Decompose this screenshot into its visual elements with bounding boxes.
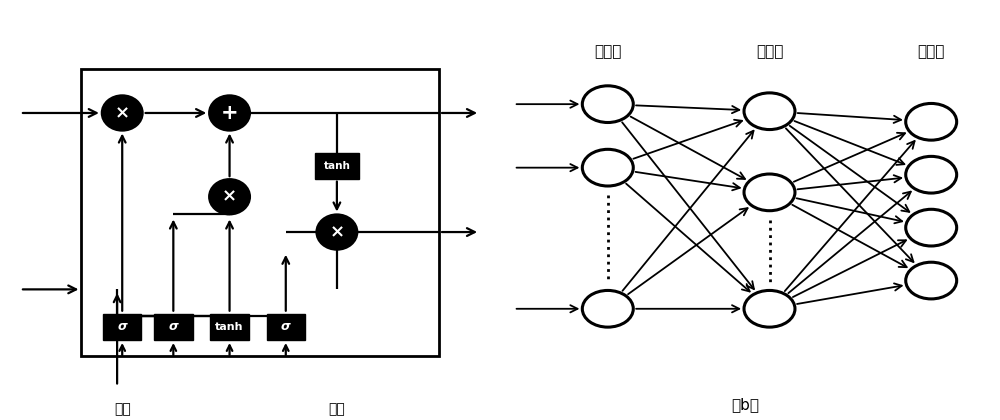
Circle shape xyxy=(582,150,633,186)
Circle shape xyxy=(744,174,795,211)
Bar xyxy=(81,69,439,355)
Circle shape xyxy=(582,86,633,123)
Circle shape xyxy=(906,103,957,140)
Text: 隐藏层: 隐藏层 xyxy=(756,44,783,59)
Text: σ: σ xyxy=(281,320,291,333)
Bar xyxy=(210,314,249,340)
Bar xyxy=(154,314,193,340)
Bar xyxy=(103,314,141,340)
Circle shape xyxy=(744,93,795,129)
Text: ×: × xyxy=(222,188,237,206)
Circle shape xyxy=(209,95,250,131)
Text: ×: × xyxy=(115,104,130,122)
Circle shape xyxy=(906,209,957,246)
Text: 输出层: 输出层 xyxy=(918,44,945,59)
Text: （b）: （b） xyxy=(731,397,759,412)
Text: tanh: tanh xyxy=(215,322,244,332)
Bar xyxy=(267,314,305,340)
Circle shape xyxy=(209,179,250,214)
Text: 输入层: 输入层 xyxy=(594,44,621,59)
Text: 输出: 输出 xyxy=(329,402,345,416)
Text: tanh: tanh xyxy=(323,161,350,171)
Text: +: + xyxy=(221,103,238,123)
Text: σ: σ xyxy=(117,320,127,333)
Circle shape xyxy=(582,291,633,327)
Bar xyxy=(315,153,359,178)
Circle shape xyxy=(906,156,957,193)
Circle shape xyxy=(102,95,143,131)
Circle shape xyxy=(744,291,795,327)
Text: 输入: 输入 xyxy=(114,402,131,416)
Circle shape xyxy=(906,262,957,299)
Text: σ: σ xyxy=(168,320,178,333)
Circle shape xyxy=(316,215,357,249)
Text: ×: × xyxy=(329,223,344,241)
